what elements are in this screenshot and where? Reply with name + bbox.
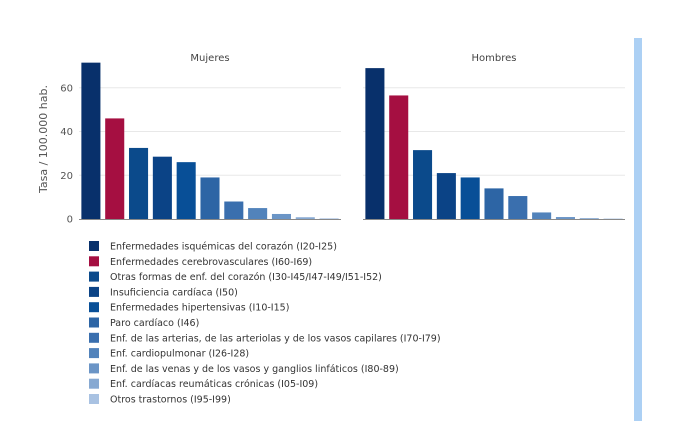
y-tick-label: 0 xyxy=(67,215,73,226)
bar xyxy=(484,188,504,219)
bar xyxy=(532,212,552,219)
legend-label: Enf. de las arterias, de las arteriolas … xyxy=(110,333,441,344)
legend-label: Enfermedades cerebrovasculares (I60-I69) xyxy=(110,257,312,268)
bar xyxy=(436,173,456,219)
bar xyxy=(224,201,244,219)
legend-label: Otros trastornos (I95-I99) xyxy=(110,395,231,406)
legend-label: Enf. cardíacas reumáticas crónicas (I05-… xyxy=(110,379,318,390)
legend-swatch xyxy=(89,286,99,297)
bar xyxy=(389,95,409,219)
bar xyxy=(413,150,433,219)
legend-label: Paro cardíaco (I46) xyxy=(110,318,199,329)
legend-swatch xyxy=(89,332,99,343)
bars-layer xyxy=(81,62,623,220)
legend-label: Enfermedades isquémicas del corazón (I20… xyxy=(110,242,337,253)
legend-label: Enfermedades hipertensivas (I10-I15) xyxy=(110,303,289,314)
bar xyxy=(152,156,172,219)
y-tick-label: 40 xyxy=(60,127,73,138)
legend-swatch xyxy=(89,256,99,267)
legend-swatch xyxy=(89,394,99,404)
bar xyxy=(129,147,149,219)
legend-label: Enf. de las venas y de los vasos y gangl… xyxy=(110,364,399,375)
bar xyxy=(271,213,291,219)
bar xyxy=(200,177,220,219)
legend-swatch xyxy=(89,241,99,251)
bar xyxy=(105,118,125,219)
bar xyxy=(555,217,575,219)
legend-swatch xyxy=(89,378,99,389)
bar xyxy=(319,218,339,219)
axis-layer: 0 20 40 60 Tasa / 100.000 hab. Mujeres Hombres xyxy=(37,53,625,226)
bar xyxy=(508,196,528,219)
scrollbar[interactable] xyxy=(634,38,642,421)
legend-swatch xyxy=(89,271,99,282)
bar xyxy=(365,68,385,220)
panel-title: Hombres xyxy=(472,53,517,64)
bar xyxy=(176,162,196,219)
y-tick-label: 60 xyxy=(60,83,73,94)
bar xyxy=(248,208,268,219)
legend-swatch xyxy=(89,302,99,313)
y-axis-title: Tasa / 100.000 hab. xyxy=(37,85,50,194)
legend-label: Insuficiencia cardíaca (I50) xyxy=(110,287,238,298)
bar xyxy=(579,218,599,219)
bar xyxy=(460,177,480,219)
legend-swatch xyxy=(89,348,99,359)
y-tick-label: 20 xyxy=(60,171,73,182)
legend-label: Otras formas de enf. del corazón (I30-I4… xyxy=(110,272,382,283)
bar xyxy=(81,62,101,220)
legend-swatch xyxy=(89,317,99,328)
panel-title: Mujeres xyxy=(190,53,229,64)
legend: Enfermedades isquémicas del corazón (I20… xyxy=(89,241,441,406)
bar xyxy=(295,217,315,219)
legend-swatch xyxy=(89,363,99,374)
legend-label: Enf. cardiopulmonar (I26-I28) xyxy=(110,349,249,360)
